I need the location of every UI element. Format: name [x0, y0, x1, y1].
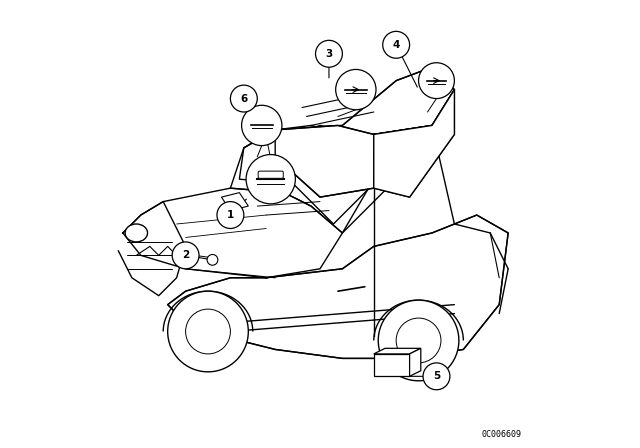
Circle shape — [335, 69, 376, 110]
Circle shape — [316, 40, 342, 67]
Polygon shape — [168, 215, 508, 358]
Circle shape — [383, 31, 410, 58]
Text: 3: 3 — [325, 49, 333, 59]
Circle shape — [172, 242, 199, 269]
Polygon shape — [374, 90, 454, 197]
Polygon shape — [239, 125, 374, 224]
Circle shape — [423, 363, 450, 390]
Text: 4: 4 — [392, 40, 400, 50]
Circle shape — [419, 63, 454, 99]
Circle shape — [396, 318, 441, 363]
Circle shape — [168, 291, 248, 372]
Polygon shape — [275, 125, 374, 197]
Circle shape — [186, 309, 230, 354]
Polygon shape — [374, 354, 410, 376]
Text: 1: 1 — [227, 210, 234, 220]
Ellipse shape — [125, 224, 148, 242]
Text: 6: 6 — [240, 94, 248, 103]
FancyBboxPatch shape — [258, 171, 284, 178]
Polygon shape — [374, 349, 421, 354]
Text: 5: 5 — [433, 371, 440, 381]
Text: 0C006609: 0C006609 — [482, 430, 522, 439]
Circle shape — [242, 105, 282, 146]
Polygon shape — [244, 67, 454, 148]
Circle shape — [207, 254, 218, 265]
Polygon shape — [221, 193, 248, 211]
Circle shape — [217, 202, 244, 228]
Polygon shape — [410, 349, 421, 376]
Circle shape — [246, 155, 296, 204]
Text: 2: 2 — [182, 250, 189, 260]
Circle shape — [378, 300, 459, 381]
Circle shape — [230, 85, 257, 112]
